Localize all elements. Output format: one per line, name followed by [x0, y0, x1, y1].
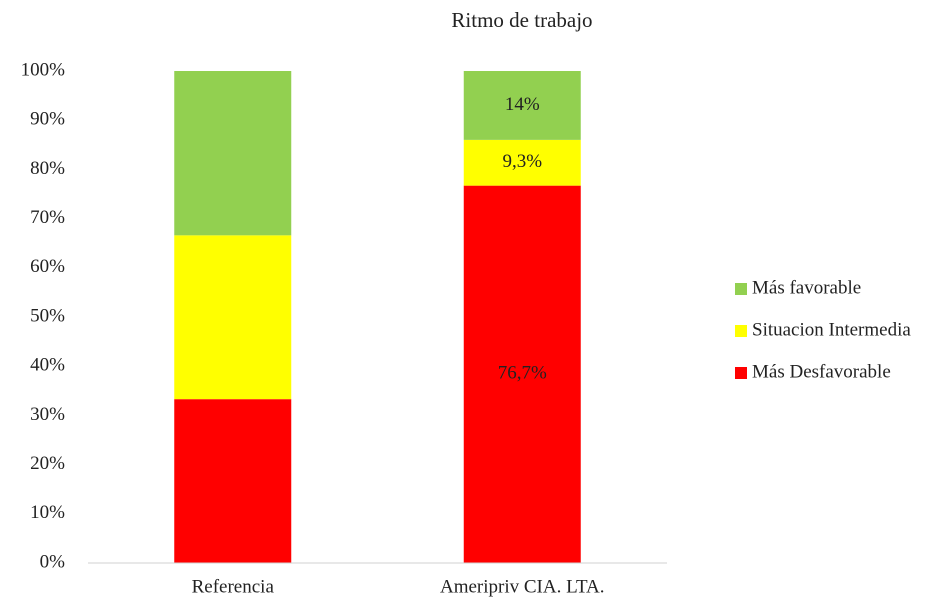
bar-segment — [463, 139, 581, 186]
y-tick-label: 70% — [30, 207, 65, 228]
legend-label: Más favorable — [752, 277, 861, 298]
bar-segment — [463, 71, 581, 140]
data-label: 9,3% — [502, 151, 542, 172]
y-tick-label: 10% — [30, 502, 65, 523]
legend-label: Situacion Intermedia — [752, 319, 911, 340]
bar-segment — [174, 399, 292, 563]
y-tick-label: 100% — [21, 59, 66, 80]
x-tick-label: Ameripriv CIA. LTA. — [440, 576, 605, 597]
legend-swatch — [735, 325, 747, 337]
data-label: 76,7% — [498, 363, 547, 384]
y-tick-label: 30% — [30, 404, 65, 425]
legend-label: Más Desfavorable — [752, 361, 891, 382]
bar-segment — [463, 185, 581, 564]
x-tick-label: Referencia — [192, 576, 275, 597]
bar-segment — [174, 235, 292, 400]
y-tick-label: 0% — [40, 551, 66, 572]
y-tick-label: 60% — [30, 256, 65, 277]
y-tick-label: 20% — [30, 453, 65, 474]
legend-swatch — [735, 367, 747, 379]
data-label: 14% — [505, 94, 540, 115]
y-tick-label: 90% — [30, 109, 65, 130]
legend-swatch — [735, 283, 747, 295]
y-tick-label: 40% — [30, 355, 65, 376]
y-tick-label: 50% — [30, 305, 65, 326]
y-tick-label: 80% — [30, 158, 65, 179]
chart-title: Ritmo de trabajo — [451, 8, 592, 32]
bar-segment — [174, 71, 292, 236]
